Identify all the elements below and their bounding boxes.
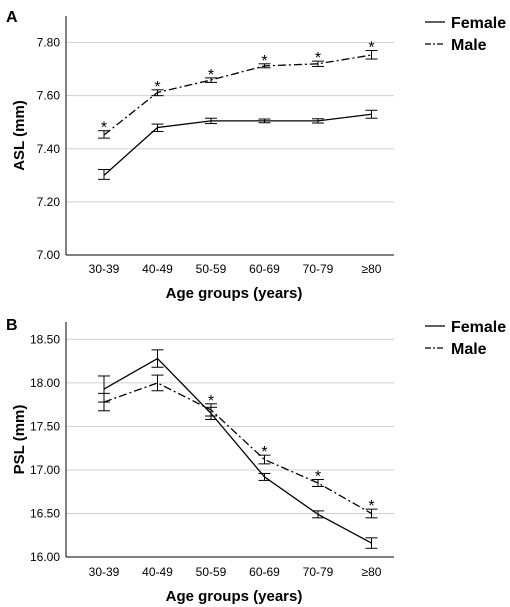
y-tick-label: 18.00 xyxy=(30,376,60,390)
y-tick-label: 18.50 xyxy=(30,332,60,346)
series-line-female xyxy=(103,113,372,176)
x-tick-label: 60-69 xyxy=(249,565,280,579)
significance-marker: * xyxy=(208,67,214,84)
y-tick-label: 7.60 xyxy=(37,89,61,103)
panel-b: B 16.00 16.50 17.00 17.50 18.00 18.50 30-39 40-4… xyxy=(6,317,506,605)
panel-a: A 7.00 7.20 7.40 7.60 7.80 30-39 40-49 50-59 60-6… xyxy=(6,9,506,302)
x-tick-label: 40-49 xyxy=(142,565,173,579)
series-line-male xyxy=(103,382,372,515)
y-tick-label: 7.00 xyxy=(37,248,61,262)
significance-marker: * xyxy=(261,444,267,461)
x-tick-label: ≥80 xyxy=(362,262,382,276)
x-axis-title: Age groups (years) xyxy=(166,588,303,605)
legend-label: Female xyxy=(451,15,506,32)
x-tick-label: 70-79 xyxy=(303,262,334,276)
y-tick-label: 7.20 xyxy=(37,195,61,209)
x-tick-label: 50-59 xyxy=(196,262,227,276)
x-tick-label: 50-59 xyxy=(196,565,227,579)
y-axis-title: ASL (mm) xyxy=(11,100,28,171)
panel-label: A xyxy=(6,9,18,26)
x-tick-label: 70-79 xyxy=(303,565,334,579)
significance-marker: * xyxy=(368,498,374,515)
y-axis-title: PSL (mm) xyxy=(11,405,28,475)
significance-marker: * xyxy=(368,40,374,57)
legend-label: Male xyxy=(451,37,487,54)
series-line-male xyxy=(103,54,372,136)
x-axis-title: Age groups (years) xyxy=(166,285,303,302)
y-tick-label: 17.00 xyxy=(30,463,60,477)
significance-marker: * xyxy=(154,79,160,96)
y-tick-label: 16.50 xyxy=(30,506,60,520)
series-line-female xyxy=(103,357,372,544)
significance-marker: * xyxy=(208,393,214,410)
panel-label: B xyxy=(6,317,18,334)
legend-label: Male xyxy=(451,341,487,358)
y-tick-label: 17.50 xyxy=(30,419,60,433)
x-tick-label: 30-39 xyxy=(89,565,120,579)
significance-marker: * xyxy=(315,469,321,486)
y-tick-label: 7.40 xyxy=(37,142,61,156)
y-tick-label: 7.80 xyxy=(37,36,61,50)
x-tick-label: 40-49 xyxy=(142,262,173,276)
legend-label: Female xyxy=(451,319,506,336)
significance-marker: * xyxy=(101,120,107,137)
x-tick-label: 60-69 xyxy=(249,262,280,276)
y-tick-label: 16.00 xyxy=(30,550,60,564)
significance-marker: * xyxy=(261,53,267,70)
x-tick-label: ≥80 xyxy=(362,565,382,579)
significance-marker: * xyxy=(315,50,321,67)
x-tick-label: 30-39 xyxy=(89,262,120,276)
